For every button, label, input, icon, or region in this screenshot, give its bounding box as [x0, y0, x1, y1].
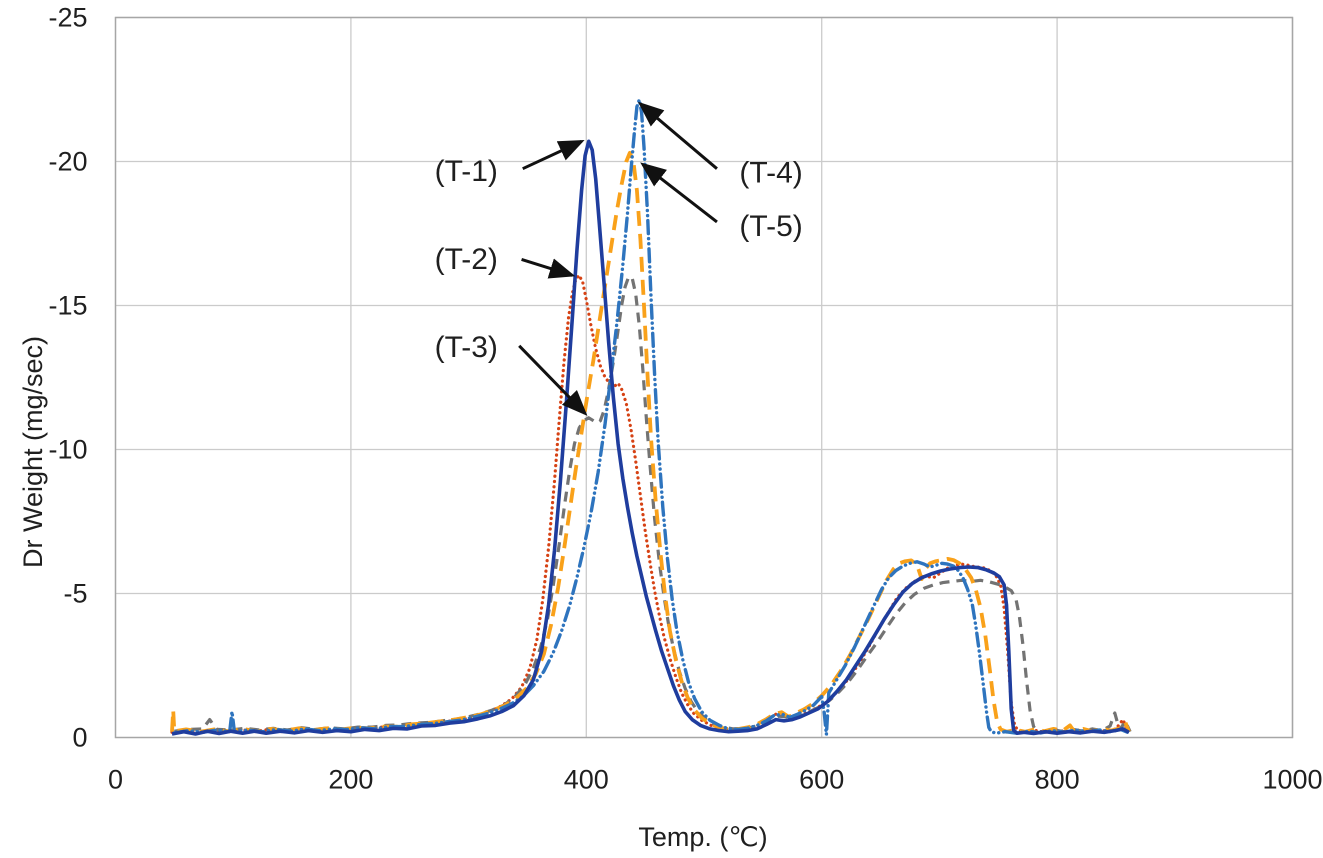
x-tick-label-1000: 1000 — [1262, 765, 1322, 795]
annotation-arrow-t-2 — [521, 257, 576, 279]
annotation-arrow-t-3 — [518, 344, 588, 416]
series-line-t-1 — [171, 139, 1130, 736]
annotation-label-t-4: (T-4) — [739, 157, 802, 190]
y-tick-label-0: 0 — [72, 723, 87, 753]
y-axis-title: Dr Weight (mg/sec) — [18, 336, 48, 568]
x-tick-label-600: 600 — [799, 765, 844, 795]
y-tick-label--10: -10 — [48, 435, 87, 465]
series-lines — [170, 97, 1132, 737]
axes: 0 200 400 600 800 1000 0 -5 -10 -15 -20 -25 — [48, 3, 1322, 795]
y-tick-label--25: -25 — [48, 3, 87, 33]
annotation-arrow-t-1 — [522, 139, 585, 171]
annotation-label-t-5: (T-5) — [739, 210, 802, 243]
y-tick-label--15: -15 — [48, 291, 87, 321]
annotation-label-t-1: (T-1) — [435, 155, 498, 188]
annotation-arrow-t-4 — [637, 101, 718, 170]
annotation-arrow-t-5 — [640, 162, 718, 224]
x-tick-label-400: 400 — [564, 765, 609, 795]
x-tick-label-200: 200 — [328, 765, 373, 795]
gridlines — [115, 16, 1294, 738]
y-tick-label--5: -5 — [63, 579, 87, 609]
series-line-t-2 — [170, 273, 1130, 735]
annotations: (T-1) (T-2) (T-3) (T-4) (T-5) — [435, 101, 803, 416]
x-tick-label-800: 800 — [1035, 765, 1080, 795]
x-tick-label-0: 0 — [108, 765, 123, 795]
annotation-label-t-2: (T-2) — [435, 243, 498, 276]
plot-area-border — [114, 16, 1294, 739]
y-tick-label--20: -20 — [48, 147, 87, 177]
annotation-label-t-3: (T-3) — [435, 331, 498, 364]
series-line-t-5 — [170, 151, 1131, 734]
x-axis-title: Temp. (℃) — [638, 822, 767, 852]
